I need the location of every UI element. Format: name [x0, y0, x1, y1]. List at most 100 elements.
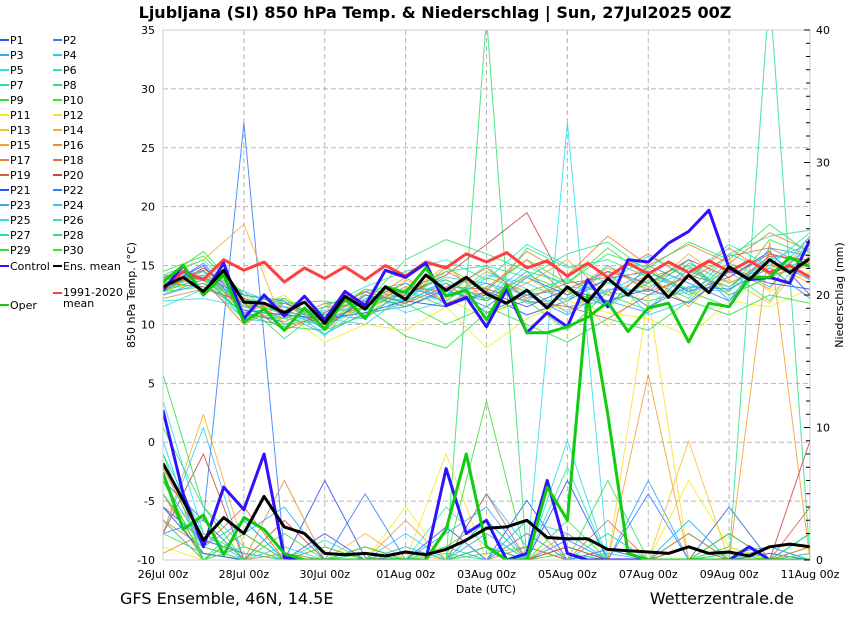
legend-item-p14: P14 [53, 123, 84, 137]
legend-swatch [53, 204, 62, 206]
legend-swatch [53, 114, 62, 116]
y-tick-label-left: -5 [144, 495, 155, 508]
legend-item-control: Control [0, 259, 50, 273]
y-tick-label-right: 10 [816, 422, 830, 435]
legend-label: 1991-2020 mean [63, 286, 123, 310]
legend-item-p27: P27 [0, 228, 31, 242]
legend-label: P7 [10, 78, 24, 92]
member-p19-temp-line [163, 255, 810, 331]
y-tick-label-right: 0 [816, 554, 823, 567]
legend-label: P11 [10, 108, 31, 122]
legend-item-p16: P16 [53, 138, 84, 152]
legend-swatch [53, 292, 62, 294]
legend-label-line2: mean [63, 297, 95, 310]
legend-label: P1 [10, 33, 24, 47]
y-tick-label-right: 30 [816, 157, 830, 170]
member-p23-temp-line [163, 247, 810, 320]
legend-label: Ens. mean [63, 259, 121, 273]
member-p27-temp-line [163, 229, 810, 323]
legend-item-p18: P18 [53, 153, 84, 167]
member-p25-precip-line [163, 400, 810, 560]
legend-item-p28: P28 [53, 228, 84, 242]
legend-label: P20 [63, 168, 84, 182]
x-tick-label: 11Aug 00z [781, 568, 840, 581]
legend-swatch [0, 54, 9, 56]
x-tick-label: 26Jul 00z [138, 568, 189, 581]
member-p21-temp-line [163, 265, 810, 320]
legend-item-p8: P8 [53, 78, 77, 92]
legend-swatch [0, 114, 9, 116]
legend-item-p15: P15 [0, 138, 31, 152]
x-tick-label: 09Aug 00z [700, 568, 759, 581]
legend-item-p9: P9 [0, 93, 24, 107]
legend-item-p17: P17 [0, 153, 31, 167]
legend-swatch [0, 219, 9, 221]
model-info: GFS Ensemble, 46N, 14.5E [120, 589, 333, 608]
oper-temp-line [163, 255, 810, 344]
legend-label: P25 [10, 213, 31, 227]
member-p28-temp-line [163, 223, 810, 316]
x-tick-label: 01Aug 00z [376, 568, 435, 581]
legend-swatch [0, 159, 9, 161]
legend-label: P21 [10, 183, 31, 197]
legend-swatch [53, 54, 62, 56]
legend-label: P3 [10, 48, 24, 62]
legend-swatch [0, 304, 9, 306]
legend-item-p23: P23 [0, 198, 31, 212]
legend-swatch [53, 249, 62, 251]
legend-item-p19: P19 [0, 168, 31, 182]
legend-swatch [53, 265, 62, 267]
legend-item-p12: P12 [53, 108, 84, 122]
legend-label: P18 [63, 153, 84, 167]
legend-label: Control [10, 259, 50, 273]
legend-item-p6: P6 [53, 63, 77, 77]
legend-label: P13 [10, 123, 31, 137]
y-tick-label-left: 25 [141, 142, 155, 155]
legend-swatch [53, 84, 62, 86]
legend-swatch [0, 144, 9, 146]
legend-swatch [0, 174, 9, 176]
y-tick-label-left: 15 [141, 260, 155, 273]
y-tick-label-left: 35 [141, 24, 155, 37]
legend-label: P30 [63, 243, 84, 257]
legend-swatch [0, 99, 9, 101]
legend-item-p20: P20 [53, 168, 84, 182]
oper-precip-line [163, 293, 810, 560]
legend-item-p26: P26 [53, 213, 84, 227]
legend-swatch [0, 249, 9, 251]
legend-label: P19 [10, 168, 31, 182]
legend-label: Oper [10, 298, 37, 312]
legend-swatch [53, 39, 62, 41]
y-tick-label-right: 20 [816, 289, 830, 302]
legend-label: P2 [63, 33, 77, 47]
legend-swatch [53, 144, 62, 146]
legend-label: P22 [63, 183, 84, 197]
member-p23-precip-line [163, 480, 810, 560]
member-p29-temp-line [163, 276, 810, 343]
legend-label: P14 [63, 123, 84, 137]
legend-item-ens-mean: Ens. mean [53, 259, 121, 273]
site-name: Wetterzentrale.de [650, 589, 794, 608]
legend-label: P28 [63, 228, 84, 242]
member-p11-precip-line [163, 480, 810, 560]
legend-item-climate-mean: 1991-2020 mean [53, 287, 123, 309]
member-p8-temp-line [163, 262, 810, 340]
member-p16-temp-line [163, 247, 810, 320]
x-tick-label: 30Jul 00z [299, 568, 350, 581]
series-layer [163, 30, 810, 560]
legend-label: P8 [63, 78, 77, 92]
member-p30-precip-line [163, 400, 810, 560]
y-axis-label-left: 850 hPa Temp. (°C) [125, 242, 138, 348]
legend-swatch [53, 219, 62, 221]
legend-swatch [0, 234, 9, 236]
control-temp-line [163, 208, 810, 335]
legend-swatch [0, 189, 9, 191]
legend-label: P6 [63, 63, 77, 77]
legend-label: P29 [10, 243, 31, 257]
legend-item-p29: P29 [0, 243, 31, 257]
legend-swatch [0, 39, 9, 41]
y-tick-label-right: 40 [816, 24, 830, 37]
legend-label: P10 [63, 93, 84, 107]
legend-swatch [53, 69, 62, 71]
